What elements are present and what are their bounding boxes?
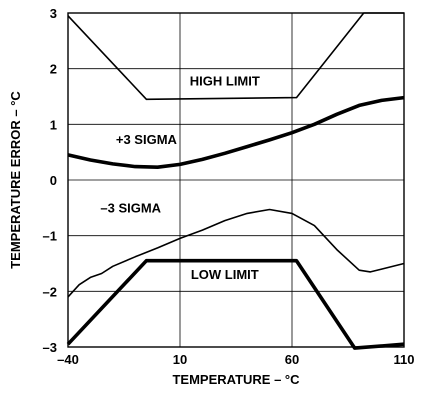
series-line-plus_3_sigma (67, 95, 405, 169)
series-annotation-1: +3 SIGMA (116, 132, 178, 147)
y-tick-label: 1 (50, 117, 57, 132)
y-tick-label: –1 (43, 229, 57, 244)
plot-frame (67, 12, 405, 348)
y-tick-label: 3 (50, 6, 57, 21)
x-axis-title: TEMPERATURE – °C (172, 372, 300, 387)
y-axis-title: TEMPERATURE ERROR – °C (8, 91, 23, 269)
x-tick-label: 110 (394, 352, 415, 367)
x-tick-label: 10 (173, 352, 187, 367)
x-tick-label: –40 (57, 352, 79, 367)
y-tick-label: 2 (50, 62, 57, 77)
y-tick-label: –2 (43, 284, 57, 299)
series-line-minus_3_sigma (67, 208, 405, 298)
tick-labels: –40 10 60 110 –3 –2 –1 0 1 2 3 (43, 6, 415, 367)
series-annotation-3: LOW LIMIT (191, 267, 259, 282)
y-tick-label: 0 (50, 173, 57, 188)
y-tick-label: –3 (43, 340, 57, 355)
series-layer (66, 12, 405, 350)
series-annotation-0: HIGH LIMIT (190, 73, 260, 88)
series-annotations: HIGH LIMIT +3 SIGMA –3 SIGMA LOW LIMIT (100, 73, 260, 282)
grid-lines (67, 12, 405, 348)
series-annotation-2: –3 SIGMA (100, 200, 161, 215)
x-tick-label: 60 (285, 352, 299, 367)
